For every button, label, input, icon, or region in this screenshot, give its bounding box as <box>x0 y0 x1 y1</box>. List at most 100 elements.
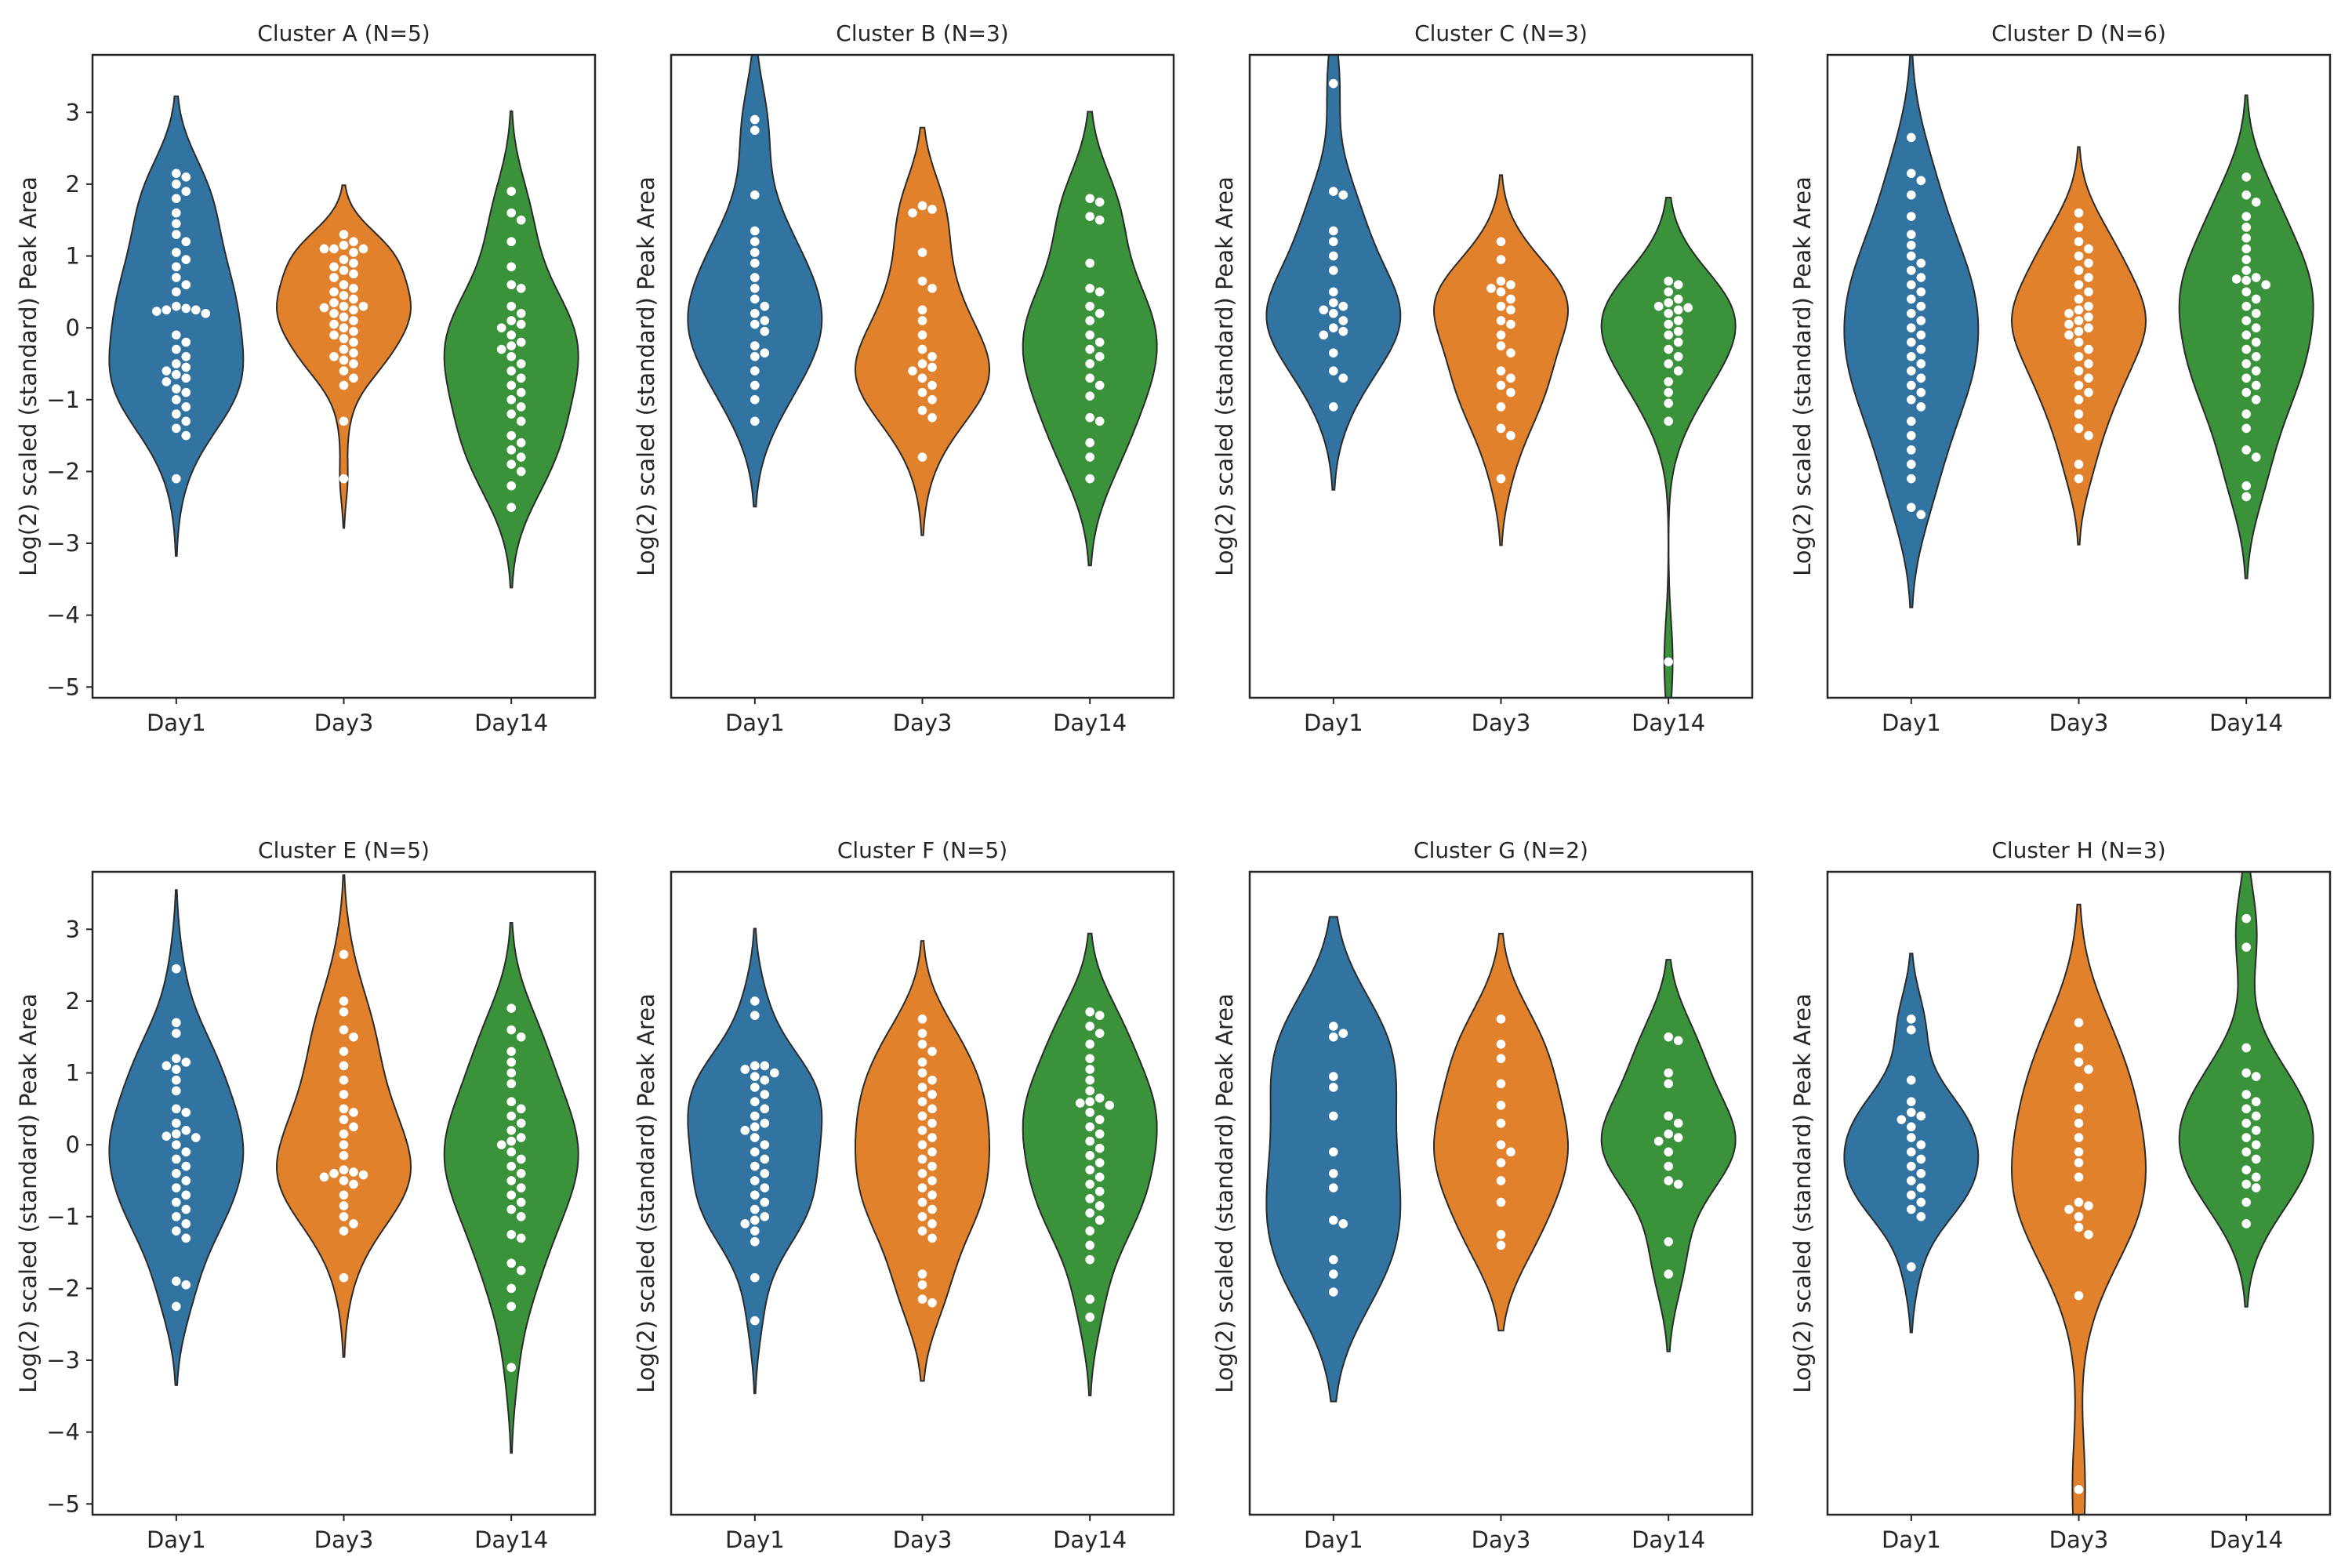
data-point <box>191 305 201 315</box>
data-point <box>2074 1057 2084 1067</box>
data-point <box>506 1079 517 1089</box>
data-point <box>2241 316 2252 325</box>
data-point <box>2074 1290 2084 1301</box>
data-point <box>171 1211 181 1221</box>
data-point <box>2251 452 2261 462</box>
data-point <box>171 384 181 394</box>
data-point <box>1906 240 1916 250</box>
data-point <box>339 344 349 354</box>
data-point <box>1319 305 1329 315</box>
y-axis-label: Log(2) scaled (standard) Peak Area <box>1211 176 1238 576</box>
data-point <box>339 255 349 264</box>
data-point <box>2241 1043 2252 1053</box>
data-point <box>1916 258 1926 268</box>
data-point <box>339 1226 349 1236</box>
data-point <box>171 301 181 311</box>
data-point <box>162 1131 172 1142</box>
data-point <box>1328 226 1338 236</box>
data-point <box>329 1168 339 1178</box>
data-point <box>181 237 191 247</box>
data-point <box>1085 373 1095 383</box>
data-point <box>171 964 181 974</box>
data-point <box>516 402 526 412</box>
y-tick-label: 3 <box>66 99 80 125</box>
x-tick-label: Day3 <box>1472 710 1531 736</box>
data-point <box>2064 1204 2074 1214</box>
data-point <box>349 1032 358 1042</box>
data-point <box>1906 294 1916 304</box>
violin-day1 <box>108 95 245 557</box>
data-point <box>1338 1219 1348 1229</box>
y-axis-label: Log(2) scaled (standard) Peak Area <box>1211 993 1238 1393</box>
data-point <box>1328 1083 1338 1092</box>
data-point <box>2074 1158 2084 1167</box>
data-point <box>927 1233 937 1243</box>
data-point <box>506 459 517 470</box>
x-tick-label: Day3 <box>2049 710 2109 736</box>
data-point <box>1673 1133 1683 1142</box>
data-point <box>2074 459 2084 470</box>
data-point <box>339 266 349 275</box>
x-tick-label: Day3 <box>2049 1526 2109 1553</box>
y-tick-label: −1 <box>46 387 80 413</box>
data-point <box>750 416 760 426</box>
data-point <box>349 269 358 279</box>
data-point <box>2074 409 2084 419</box>
data-point <box>1075 1098 1085 1108</box>
data-point <box>181 1108 191 1117</box>
data-point <box>1328 1269 1338 1279</box>
data-point <box>349 326 358 336</box>
data-point <box>171 1183 181 1192</box>
data-point <box>1896 1115 1907 1124</box>
x-tick-label: Day1 <box>1882 1526 1941 1553</box>
data-point <box>2241 330 2252 340</box>
data-point <box>750 394 760 405</box>
data-point <box>349 283 358 293</box>
data-point <box>1496 1158 1506 1167</box>
data-point <box>506 1111 517 1121</box>
data-point <box>2064 319 2074 329</box>
data-point <box>1653 301 1664 311</box>
data-point <box>516 1154 526 1164</box>
data-point <box>917 359 927 368</box>
data-point <box>506 1125 517 1135</box>
data-point <box>2251 1072 2261 1081</box>
data-point <box>760 1104 770 1114</box>
data-point <box>1664 387 1674 397</box>
data-point <box>1664 1111 1674 1121</box>
data-point <box>1906 1108 1916 1117</box>
data-point <box>181 1204 191 1214</box>
data-point <box>1338 373 1348 383</box>
x-tick-label: Day3 <box>1472 1526 1531 1553</box>
data-point <box>339 1104 349 1114</box>
data-point <box>1094 1158 1105 1167</box>
data-point <box>171 423 181 434</box>
data-point <box>516 437 526 448</box>
data-point <box>339 1075 349 1085</box>
data-point <box>1496 276 1506 286</box>
data-point <box>1906 474 1916 484</box>
data-point <box>171 1065 181 1074</box>
data-point <box>171 1029 181 1038</box>
data-point <box>2251 308 2261 318</box>
data-point <box>750 273 760 282</box>
data-point <box>917 276 927 286</box>
data-point <box>181 255 191 264</box>
violin-layer <box>1843 55 2314 608</box>
data-point <box>1085 1054 1095 1064</box>
data-point <box>2074 266 2084 275</box>
data-point <box>1094 308 1105 318</box>
data-point <box>1916 1168 1926 1178</box>
data-point <box>2251 1097 2261 1107</box>
y-tick-label: 3 <box>66 916 80 942</box>
data-point <box>1906 1204 1916 1214</box>
data-point <box>506 1283 517 1294</box>
data-point <box>2241 1219 2252 1229</box>
data-point <box>171 1140 181 1150</box>
data-point <box>2084 344 2093 354</box>
plot-frame <box>1248 53 1754 699</box>
data-point <box>2074 380 2084 390</box>
data-point <box>1094 1186 1105 1196</box>
data-point <box>2084 244 2093 254</box>
violin-day14 <box>1600 197 1737 698</box>
